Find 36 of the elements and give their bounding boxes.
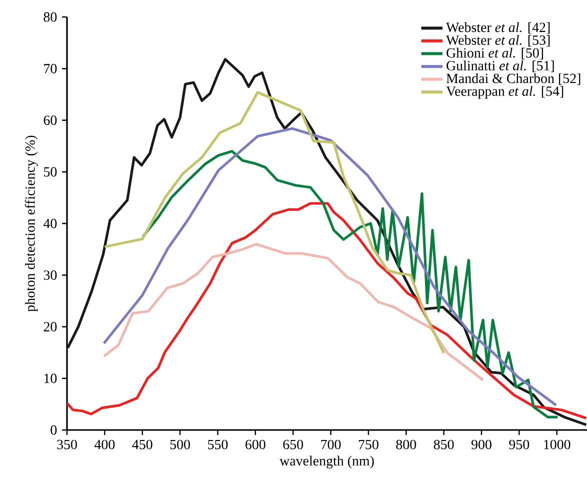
line-series <box>103 91 446 354</box>
x-axis-title: wavelength (nm) <box>280 456 374 468</box>
line-series <box>102 127 558 407</box>
x-tick-label: 900 <box>471 440 492 450</box>
legend-label: Mandai & Charbon [52] <box>446 73 580 85</box>
x-tick-label: 750 <box>358 440 378 450</box>
legend-label: Webster et al. [42] <box>446 22 550 34</box>
y-tick-label: 0 <box>50 425 57 435</box>
line-series <box>142 150 559 418</box>
legend-label: Webster et al. [53] <box>446 35 550 47</box>
y-tick-label: 10 <box>44 374 57 384</box>
x-tick-label: 1000 <box>544 440 570 450</box>
y-axis-title: photon detection efficiency (%) <box>24 136 38 312</box>
x-tick-label: 650 <box>283 440 304 450</box>
x-tick-label: 500 <box>170 440 190 450</box>
y-tick-label: 60 <box>44 116 57 125</box>
legend-label: Gulinatti et al. [51] <box>446 60 554 72</box>
line-series <box>102 242 484 382</box>
y-tick-label: 30 <box>44 270 57 280</box>
x-tick-label: 850 <box>434 440 454 450</box>
x-tick-label: 950 <box>509 440 530 450</box>
x-tick-label: 450 <box>132 440 152 450</box>
x-tick-label: 550 <box>208 440 228 450</box>
x-tick-label: 700 <box>321 440 341 450</box>
y-tick-label: 80 <box>44 12 57 22</box>
x-tick-label: 600 <box>246 440 266 450</box>
y-tick-label: 40 <box>43 218 57 228</box>
legend-label: Veerappan et al. [54] <box>446 86 564 99</box>
y-tick-label: 70 <box>44 64 57 74</box>
y-tick-label: 20 <box>44 322 57 332</box>
legend-label: Ghioni et al. [50] <box>446 48 543 60</box>
y-tick-label: 50 <box>44 167 57 177</box>
x-tick-label: 400 <box>94 440 115 450</box>
x-tick-label: 350 <box>57 440 77 450</box>
x-tick-label: 800 <box>396 440 416 450</box>
line-series <box>67 202 587 420</box>
